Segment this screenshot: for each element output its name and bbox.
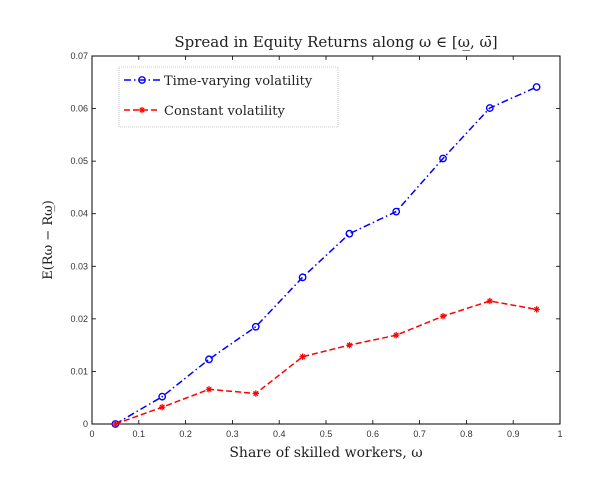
data-point-time-varying (158, 392, 167, 401)
x-axis-ticks: 0 0.1 0.2 0.3 0.4 0.5 0.6 0.7 0.8 0.9 1 (89, 56, 563, 439)
data-point-constant-stroke (487, 298, 493, 304)
data-point-constant (205, 386, 213, 393)
legend: Time-varying volatility Constant volatil… (118, 66, 339, 128)
legend-label-time-varying: Time-varying volatility (164, 74, 313, 89)
data-point-constant-stroke (533, 306, 540, 313)
data-point-constant (299, 353, 306, 360)
data-point-time-varying (439, 154, 447, 163)
x-tick-label: 0.8 (460, 429, 473, 439)
data-point-time-varying (205, 355, 213, 364)
data-point-time-varying (532, 83, 541, 91)
x-tick-label: 0.6 (367, 429, 380, 439)
y-tick-label: 0.05 (70, 156, 88, 166)
y-axis-label: E(Rω − Rω̲) (41, 200, 56, 280)
data-point-constant-stroke (346, 342, 353, 348)
series-layer (111, 83, 541, 428)
data-point-constant-stroke (206, 386, 212, 392)
legend-marker-symbol-stroke (139, 107, 145, 113)
data-point-time-varying (485, 104, 494, 112)
data-point-constant (486, 297, 493, 305)
legend-marker-constant (138, 106, 146, 114)
series-line-constant (115, 300, 537, 425)
data-point-constant (346, 341, 353, 349)
y-tick-label: 0.07 (70, 51, 88, 61)
legend-marker-symbol (138, 76, 146, 84)
legend-box (118, 66, 339, 128)
data-point-constant (439, 313, 447, 320)
x-tick-label: 0.4 (273, 429, 286, 439)
y-tick-label: 0.04 (70, 209, 88, 219)
x-tick-label: 0.1 (133, 429, 146, 439)
y-tick-label: 0.06 (70, 104, 88, 114)
y-tick-label: 0.03 (70, 261, 88, 271)
legend-marker-symbol (138, 106, 146, 114)
data-point-time-varying (298, 273, 307, 282)
y-tick-label: 0 (83, 419, 88, 429)
x-tick-label: 0.3 (226, 429, 239, 439)
x-tick-label: 0.7 (413, 429, 426, 439)
data-point-constant (252, 390, 259, 397)
x-axis-label: Share of skilled workers, ω (229, 445, 422, 461)
data-point-constant-stroke (112, 421, 119, 427)
chart-title: Spread in Equity Returns along ω ∈ [ω̲, … (174, 33, 497, 51)
data-point-time-varying (345, 229, 354, 238)
data-point-constant-stroke (299, 354, 306, 360)
data-point-constant (159, 403, 166, 411)
y-axis-ticks: 0 0.01 0.02 0.03 0.04 0.05 0.06 0.07 (70, 51, 560, 429)
data-point-constant (533, 306, 540, 313)
data-point-constant (112, 420, 119, 428)
x-tick-label: 0 (89, 429, 94, 439)
x-tick-label: 1 (557, 429, 562, 439)
data-point-time-varying (392, 207, 401, 216)
data-point-constant-stroke (253, 390, 259, 397)
legend-label-constant: Constant volatility (164, 104, 286, 119)
y-tick-label: 0.02 (70, 314, 88, 324)
x-tick-label: 0.5 (320, 429, 333, 439)
data-point-constant-stroke (393, 332, 399, 338)
series-line-time-varying (115, 86, 537, 425)
y-tick-label: 0.01 (70, 366, 88, 376)
x-tick-label: 0.2 (179, 429, 192, 439)
data-point-constant (393, 331, 400, 339)
legend-marker-time-varying (138, 76, 146, 84)
data-point-time-varying (251, 322, 260, 331)
data-point-constant-stroke (159, 404, 165, 410)
x-tick-label: 0.9 (507, 429, 520, 439)
data-point-constant-stroke (440, 313, 446, 319)
